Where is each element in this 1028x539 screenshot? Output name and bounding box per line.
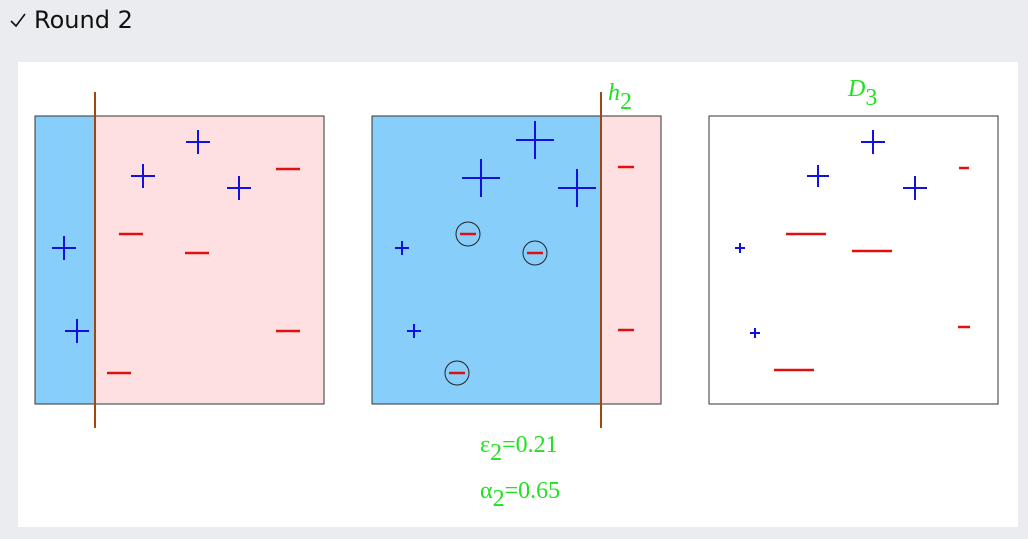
plus-points — [735, 130, 927, 338]
hypothesis-label: h2 — [608, 80, 632, 115]
region-positive — [372, 116, 601, 404]
region-negative — [95, 116, 324, 404]
minus-points — [774, 166, 970, 372]
frame — [371, 115, 662, 405]
frame — [708, 115, 999, 405]
plus-points — [52, 130, 251, 343]
error-label: ε2=0.21 — [480, 432, 558, 466]
figure: h2 D3 ε2=0.21 α2=0.65 — [34, 76, 999, 512]
section-header[interactable]: Round 2 — [8, 6, 133, 34]
minus-points — [107, 167, 300, 375]
minus-points — [449, 165, 634, 375]
distribution-label: D3 — [847, 76, 877, 111]
region-negative — [601, 116, 661, 404]
check-icon — [10, 13, 26, 28]
figure-panel: h2 D3 ε2=0.21 α2=0.65 — [18, 62, 1018, 527]
misclassified-circles — [444, 221, 548, 386]
frame — [34, 115, 325, 405]
weight-label: α2=0.65 — [480, 478, 560, 512]
section-title: Round 2 — [34, 6, 133, 34]
plus-points — [395, 121, 596, 338]
